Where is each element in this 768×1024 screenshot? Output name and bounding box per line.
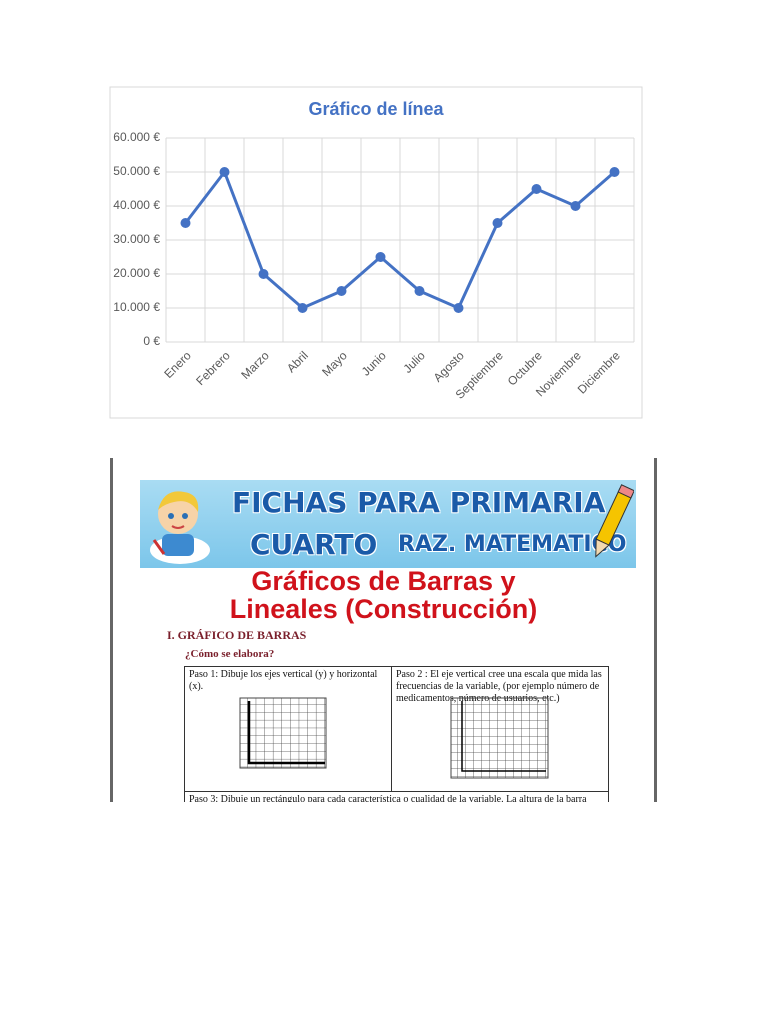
section-heading: I. GRÁFICO DE BARRAS xyxy=(167,628,307,642)
point xyxy=(570,201,581,211)
worksheet: FICHAS PARA PRIMARIA CUARTO RAZ. MATEMAT… xyxy=(110,458,657,802)
step-cell: Paso 3: Dibuje un rectángulo para cada c… xyxy=(184,791,609,802)
y-tick-label: 10.000 € xyxy=(113,300,160,314)
point xyxy=(531,184,542,194)
pencil-icon xyxy=(595,484,634,558)
line xyxy=(184,170,616,310)
chart-frame xyxy=(109,86,643,419)
point xyxy=(180,218,191,228)
y-tick-label: 40.000 € xyxy=(113,198,160,212)
sheet-title-line2: Lineales (Construcción) xyxy=(229,594,538,624)
y-tick-label: 50.000 € xyxy=(113,164,160,178)
point xyxy=(258,269,269,279)
banner-subject: RAZ. MATEMATICO xyxy=(398,532,627,557)
grid-drawing xyxy=(239,697,327,769)
point xyxy=(297,303,308,313)
y-tick-label: 60.000 € xyxy=(113,130,160,144)
point xyxy=(336,286,347,296)
y-tick-label: 30.000 € xyxy=(113,232,160,246)
sheet-title-line1: Gráficos de Barras y xyxy=(251,566,516,596)
boy-icon xyxy=(150,491,210,564)
banner-grade: CUARTO xyxy=(250,528,378,561)
y-tick-label: 0 € xyxy=(143,334,160,348)
point xyxy=(414,286,425,296)
step-text: Paso 1: Dibuje los ejes vertical (y) y h… xyxy=(189,669,378,692)
banner-title: FICHAS PARA PRIMARIA xyxy=(232,486,606,519)
point xyxy=(492,218,503,228)
point xyxy=(375,252,386,262)
chart-title: Gráfico de línea xyxy=(308,99,444,119)
y-tick-label: 20.000 € xyxy=(113,266,160,280)
point xyxy=(609,167,620,177)
grid-drawing xyxy=(450,697,549,779)
point xyxy=(219,167,230,177)
step-cell: Paso 2 : El eje vertical cree una escala… xyxy=(391,666,609,792)
question: ¿Cómo se elabora? xyxy=(185,648,275,660)
banner: FICHAS PARA PRIMARIA CUARTO RAZ. MATEMAT… xyxy=(140,480,636,568)
step-cell: Paso 1: Dibuje los ejes vertical (y) y h… xyxy=(184,666,392,792)
chart: Gráfico de línea 0 € 10.000 € 20.000 € 30.0… xyxy=(109,86,643,419)
step-text: Paso 3: Dibuje un rectángulo para cada c… xyxy=(189,794,587,802)
point xyxy=(453,303,464,313)
